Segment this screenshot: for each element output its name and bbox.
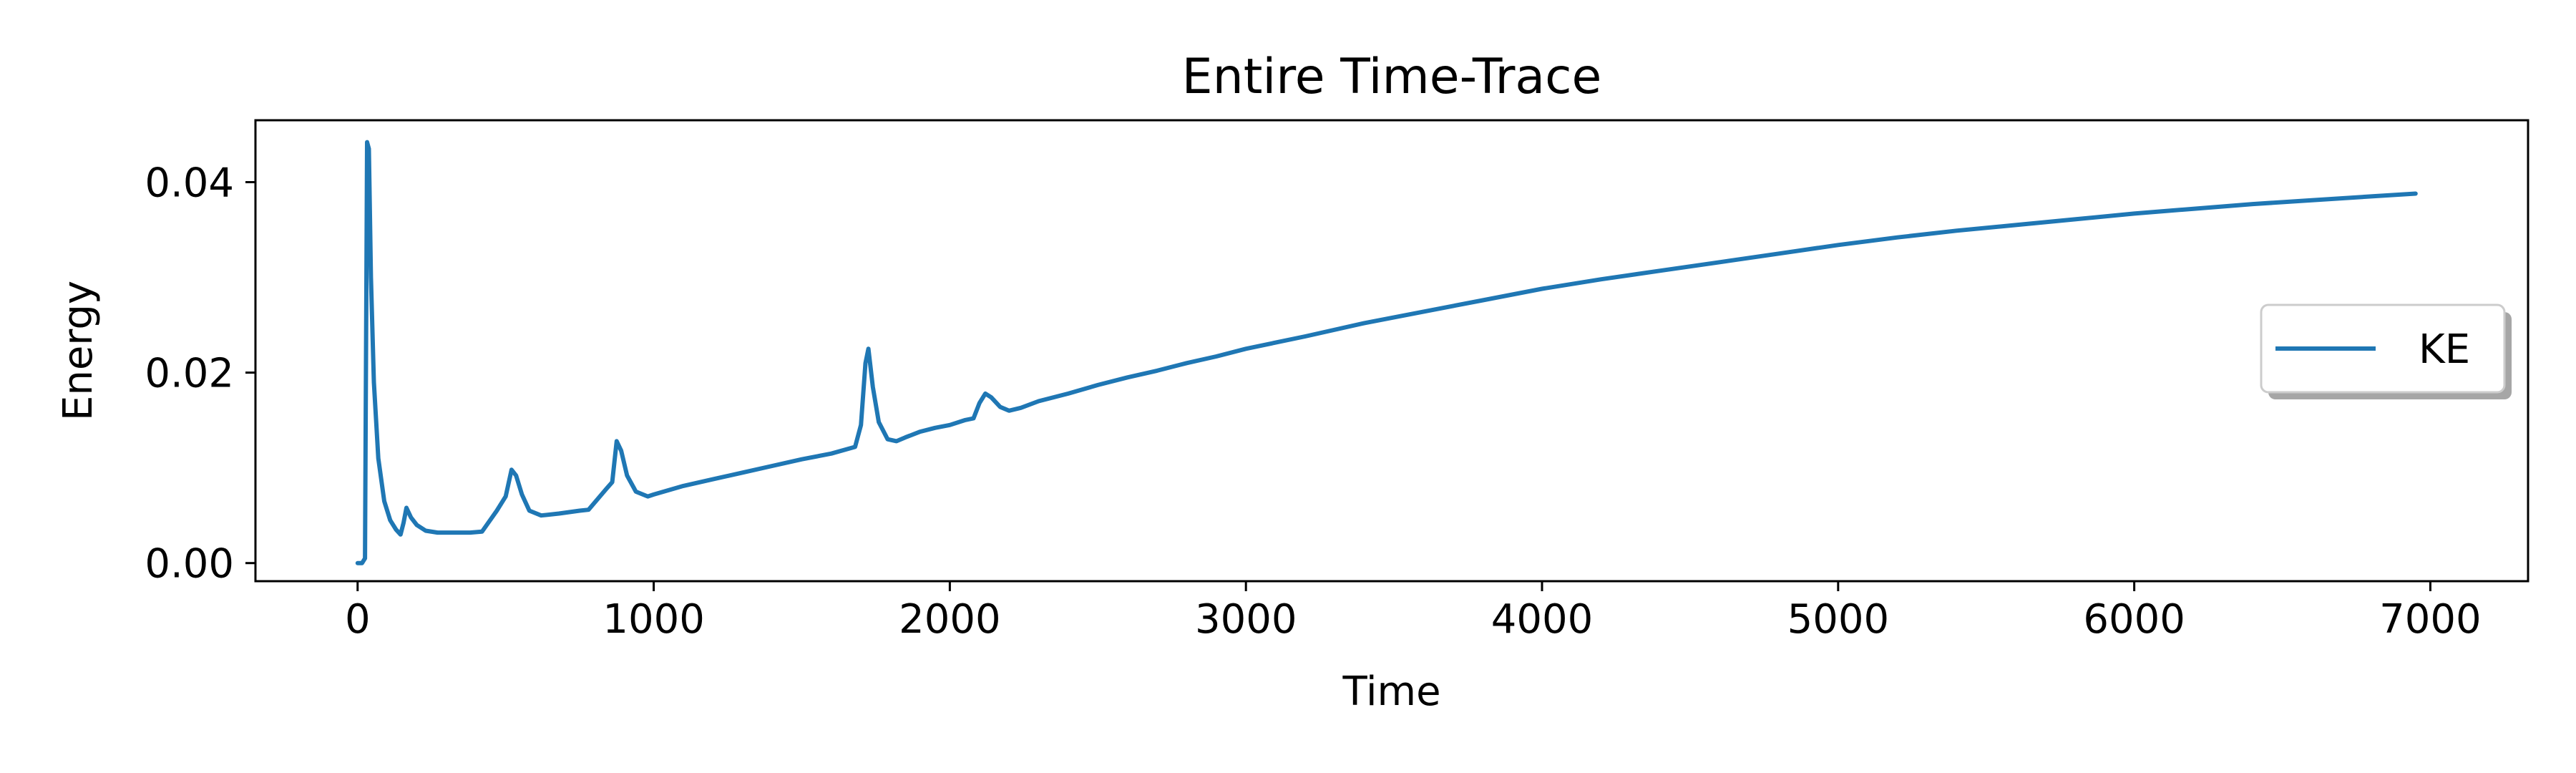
x-tick-label: 7000 — [2379, 596, 2482, 643]
axes-frame — [254, 119, 2529, 583]
y-tick-label: 0.02 — [145, 351, 234, 397]
x-axis-ticks: 0 1000 2000 3000 4000 5000 6000 7000 — [345, 581, 2482, 643]
series-line-ke — [355, 140, 2418, 565]
plot-area: 0 1000 2000 3000 4000 5000 6000 7000 0.000.020.… — [145, 119, 2529, 643]
legend-label-ke: KE — [2419, 326, 2470, 373]
x-tick-label: 3000 — [1195, 596, 1297, 643]
legend-box — [2260, 303, 2506, 394]
y-axis-label: Energy — [55, 281, 102, 421]
y-tick-label: 0.04 — [145, 160, 234, 206]
x-tick-label: 1000 — [602, 596, 705, 643]
x-tick-label: 4000 — [1491, 596, 1594, 643]
x-tick-label: 0 — [345, 596, 371, 643]
x-axis-label: Time — [1342, 669, 1440, 715]
y-axis-ticks: 0.00 0.02 0.04 — [145, 160, 255, 588]
x-tick-label: 5000 — [1787, 596, 1890, 643]
y-tick-label: 0.00 — [145, 541, 234, 588]
x-tick-label: 6000 — [2083, 596, 2185, 643]
x-tick-label: 2000 — [899, 596, 1001, 643]
legend: KE — [2260, 303, 2512, 399]
chart-title: Entire Time-Trace — [1182, 49, 1602, 105]
